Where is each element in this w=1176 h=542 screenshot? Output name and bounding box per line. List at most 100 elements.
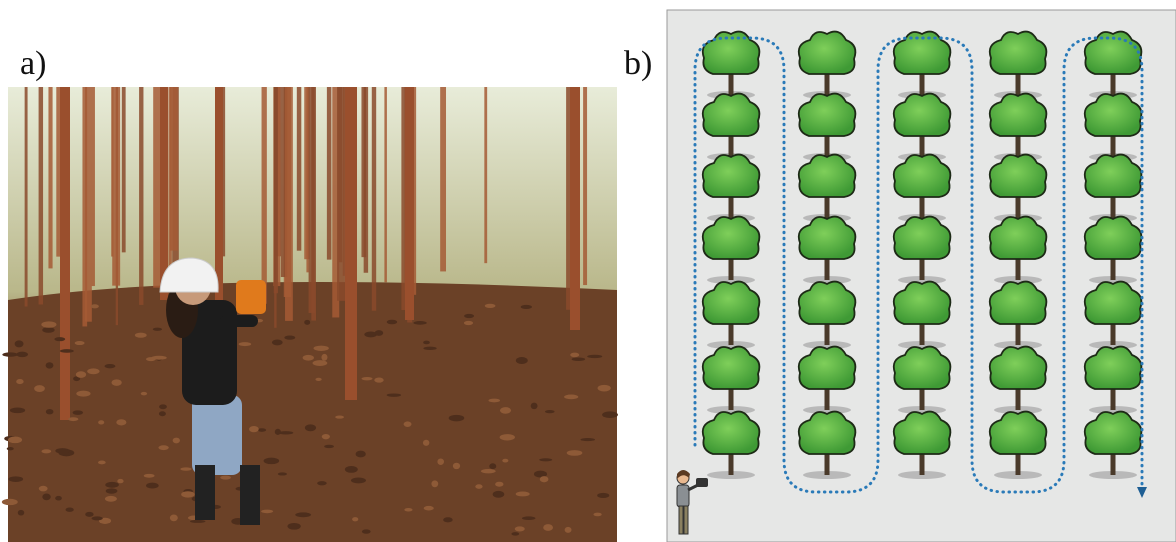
person [159,257,266,525]
tree [892,345,952,414]
leaf [317,481,327,486]
leaf [116,419,127,426]
trunk [371,87,377,311]
tree-trunk [1110,257,1116,280]
leaf [413,321,427,325]
leaf [350,477,366,484]
tree-crown [1083,345,1143,390]
tree-crown [701,215,761,260]
tree-trunk [728,257,734,280]
leaf [38,485,48,492]
tree [892,280,952,349]
leaf [403,421,412,427]
leaf [74,340,85,346]
leaf [295,512,312,518]
leaf [98,460,106,465]
trunk [361,87,367,258]
leaf [85,511,94,517]
tree [701,345,761,414]
leaf [566,450,583,456]
leaf [87,368,100,375]
surveyor [676,470,708,535]
tree [1083,215,1143,284]
leaf [431,480,439,488]
tree-trunk [824,257,830,280]
tree [1083,410,1143,479]
trunk [583,87,588,286]
tree-crown [988,280,1048,325]
leaf [134,332,147,338]
tree-trunk [1110,195,1116,218]
tree-crown [797,153,857,198]
leaf [452,462,461,470]
leaf [54,337,66,342]
tree-crown [892,345,952,390]
tree-crown [988,345,1048,390]
leaf [335,415,344,419]
trunk [570,87,580,330]
tree [701,30,761,99]
tree-trunk [1015,257,1021,280]
device [236,280,266,314]
leaf [386,393,402,397]
trunk [337,87,345,301]
tree-crown [797,280,857,325]
trunk [484,87,488,264]
leaf [386,319,398,325]
tree-crown [1083,153,1143,198]
leaf [593,512,602,517]
leaf [511,532,520,536]
leaf [257,428,267,432]
leaf [304,319,311,325]
tree [701,410,761,479]
trunk [261,87,267,304]
leaf [42,327,55,333]
trunk [296,87,302,251]
tree-trunk [1015,452,1021,475]
tree-crown [988,410,1048,455]
tree-crown [892,410,952,455]
tree-trunk [1015,72,1021,95]
helmet [159,257,219,293]
leaf [374,330,384,336]
leaf [514,526,525,532]
leaf [571,357,586,361]
tree-trunk [728,134,734,157]
leaf [152,327,163,331]
tree-trunk [919,257,925,280]
tree-crown [797,215,857,260]
trunk [306,87,309,273]
tree [892,153,952,222]
leaf [274,428,281,435]
tree-trunk [919,322,925,345]
tree-crown [797,30,857,75]
leaf [423,340,430,345]
leaf [570,352,580,358]
trunk [153,87,161,288]
trunk [401,87,406,311]
leaf [98,420,105,425]
trunk [332,87,340,318]
leaf [422,439,430,446]
leaf [564,394,579,400]
leaf [287,522,301,530]
leaf [502,458,509,463]
leaf [463,320,474,326]
tree-trunk [728,72,734,95]
tree [988,153,1048,222]
trunk [413,87,417,295]
tree-trunk [728,322,734,345]
trunk [160,87,168,300]
trunk [24,87,28,307]
leaf [180,467,192,471]
tree [701,215,761,284]
leaf [41,321,57,328]
leaf [16,379,24,385]
tree-crown [1083,280,1143,325]
leaf [68,417,79,422]
tree-trunk [728,452,734,475]
leaf [143,473,155,478]
tree-crown [988,215,1048,260]
panel-label: b) [624,45,652,82]
